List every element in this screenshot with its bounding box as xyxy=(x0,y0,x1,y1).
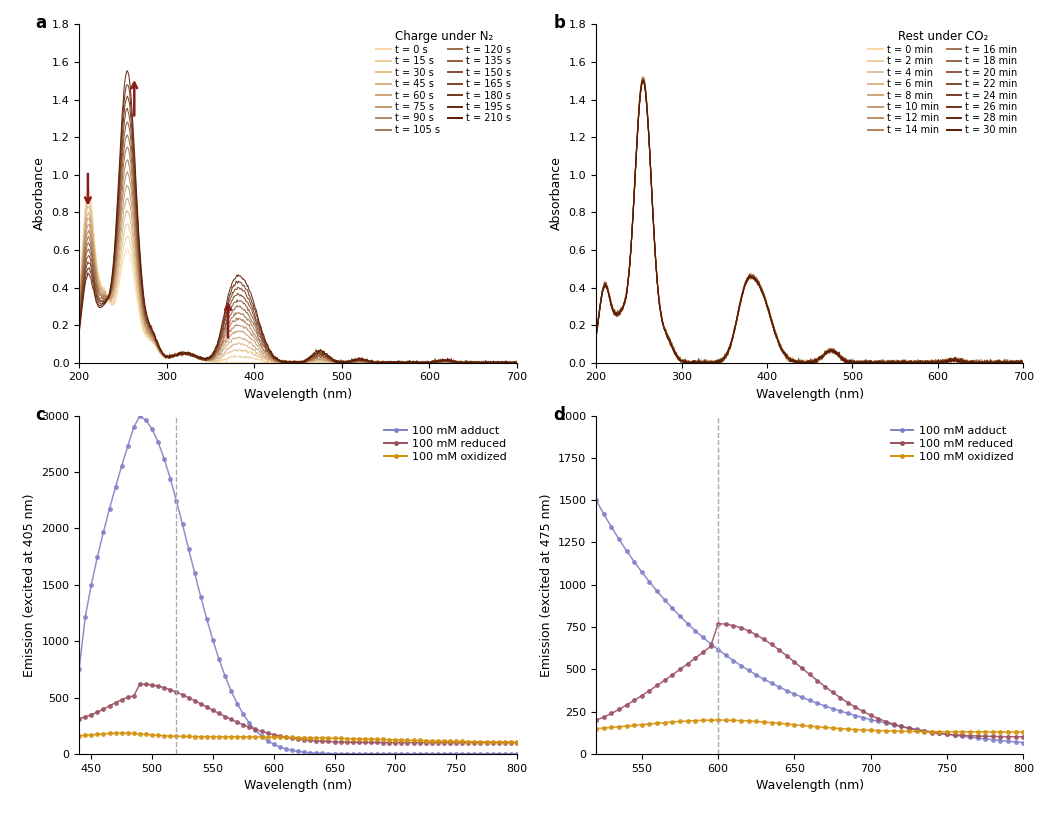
Y-axis label: Emission (excited at 405 nm): Emission (excited at 405 nm) xyxy=(23,493,36,676)
Legend: t = 0 s, t = 15 s, t = 30 s, t = 45 s, t = 60 s, t = 75 s, t = 90 s, t = 105 s, : t = 0 s, t = 15 s, t = 30 s, t = 45 s, t… xyxy=(372,26,515,139)
X-axis label: Wavelength (nm): Wavelength (nm) xyxy=(244,779,352,792)
Legend: 100 mM adduct, 100 mM reduced, 100 mM oxidized: 100 mM adduct, 100 mM reduced, 100 mM ox… xyxy=(886,421,1018,467)
Text: a: a xyxy=(35,15,46,33)
Legend: 100 mM adduct, 100 mM reduced, 100 mM oxidized: 100 mM adduct, 100 mM reduced, 100 mM ox… xyxy=(380,421,512,467)
Legend: t = 0 min, t = 2 min, t = 4 min, t = 6 min, t = 8 min, t = 10 min, t = 12 min, t: t = 0 min, t = 2 min, t = 4 min, t = 6 m… xyxy=(864,26,1021,139)
Y-axis label: Emission (excited at 475 nm): Emission (excited at 475 nm) xyxy=(540,493,553,676)
Text: b: b xyxy=(553,15,565,33)
Text: c: c xyxy=(35,406,45,424)
X-axis label: Wavelength (nm): Wavelength (nm) xyxy=(755,779,864,792)
X-axis label: Wavelength (nm): Wavelength (nm) xyxy=(244,388,352,401)
Y-axis label: Absorbance: Absorbance xyxy=(550,156,563,231)
Y-axis label: Absorbance: Absorbance xyxy=(33,156,46,231)
X-axis label: Wavelength (nm): Wavelength (nm) xyxy=(755,388,864,401)
Text: d: d xyxy=(553,406,565,424)
